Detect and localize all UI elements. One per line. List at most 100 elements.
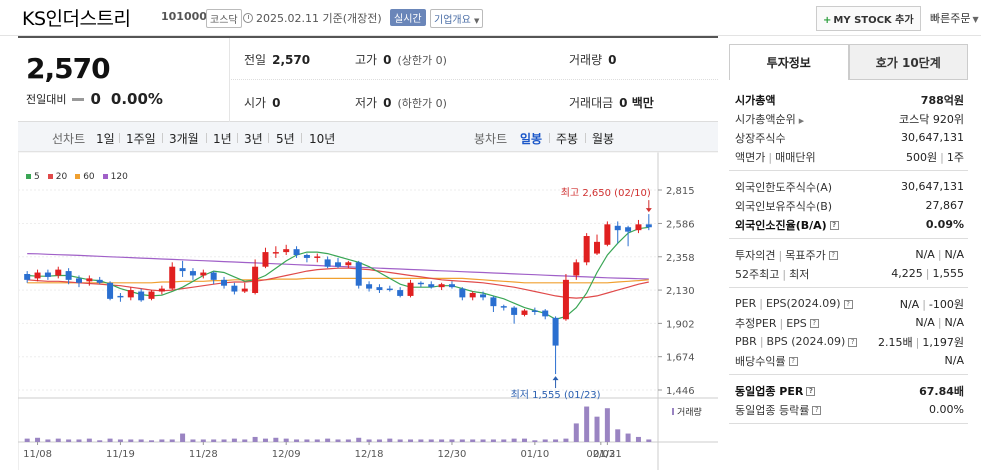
info-row: 52주최고 | 최저 4,225 | 1,555 [729, 264, 968, 283]
help-icon[interactable]: ? [788, 357, 798, 366]
volume-bar [128, 439, 134, 442]
opinion-value: N/A [915, 248, 935, 261]
candle-body [272, 252, 279, 254]
candle-body [573, 262, 580, 276]
info-row: 외국인한도주식수(A) 30,647,131 [729, 177, 968, 196]
candle-body [635, 224, 642, 231]
volume-bar [635, 436, 641, 442]
trade-value-value: 0 백만 [619, 96, 654, 110]
x-tick-label: 01/21 [593, 449, 622, 460]
candle-body [542, 310, 549, 317]
info-group-valuation: PER | EPS(2024.09)? N/A | -100원 추정PER | EPS? N… [729, 292, 968, 375]
candle-weekly[interactable]: 주봉 [556, 132, 579, 146]
candle-body [324, 259, 331, 267]
volume-bar [35, 437, 41, 442]
market-cap-label: 시가총액 [735, 93, 776, 107]
help-icon[interactable]: ? [843, 299, 853, 309]
realtime-button[interactable]: 실시간 [390, 9, 426, 26]
info-row: 동일업종 등락률? 0.00% [729, 400, 968, 419]
change-value: 0 [90, 90, 101, 108]
volume-bar [615, 429, 621, 442]
volume-bar [107, 438, 113, 442]
divider: | [937, 248, 942, 261]
volume-bar [418, 439, 424, 442]
help-icon[interactable]: ? [828, 251, 838, 260]
volume-bar [211, 439, 217, 442]
candle-monthly[interactable]: 월봉 [592, 132, 615, 146]
candle-body [65, 271, 72, 280]
divider: | [779, 316, 784, 330]
info-row: 추정PER | EPS? N/A | N/A [729, 313, 968, 332]
ma60-label: 60 [83, 172, 95, 182]
help-icon[interactable]: ? [829, 221, 839, 230]
volume-bar [335, 439, 341, 442]
divider [549, 133, 550, 143]
chevron-right-icon: ▶ [798, 116, 805, 125]
help-icon[interactable]: ? [809, 319, 819, 328]
volume-bar [521, 438, 527, 442]
candle-body [604, 224, 611, 245]
candle-body [594, 241, 601, 254]
company-overview-dropdown[interactable]: 기업개요 ▼ [430, 9, 484, 28]
est-eps-value: N/A [944, 316, 964, 329]
volume-bar [304, 439, 310, 442]
period-1w[interactable]: 1주일 [126, 132, 156, 146]
candle-body [500, 306, 507, 308]
volume-bar [449, 439, 455, 442]
flat-icon [72, 97, 85, 101]
x-tick-label: 11/19 [106, 449, 135, 460]
upper-limit: (상한가 0) [397, 54, 447, 67]
candle-body [75, 278, 82, 283]
period-3m[interactable]: 3개월 [169, 132, 199, 146]
volume-bar [366, 439, 372, 442]
help-icon[interactable]: ? [812, 406, 822, 415]
volume-bar [159, 439, 165, 442]
candle-body [428, 284, 435, 288]
period-10y[interactable]: 10년 [309, 132, 336, 146]
info-group-sector: 동일업종 PER? 67.84배 동일업종 등락률? 0.00% [729, 379, 968, 424]
face-value-label: 액면가 [735, 150, 766, 164]
help-icon[interactable]: ? [848, 337, 858, 347]
info-row: 외국인소진율(B/A)? 0.09% [729, 215, 968, 234]
foreign-rate-label: 외국인소진율(B/A) [735, 218, 827, 232]
help-icon[interactable]: ? [806, 387, 816, 396]
candle-body [169, 266, 176, 289]
divider [585, 133, 586, 143]
divider: | [759, 335, 764, 348]
info-row: 상장주식수 30,647,131 [729, 128, 968, 147]
foreign-limit-label: 외국인한도주식수(A) [735, 180, 833, 194]
x-tick-label: 12/18 [355, 449, 384, 460]
candle-daily[interactable]: 일봉 [520, 132, 543, 146]
market-cap-rank-link[interactable]: 시가총액순위 ▶ [735, 111, 804, 127]
candle-body [158, 288, 165, 292]
candle-body [200, 272, 207, 276]
clock-icon [243, 13, 253, 23]
period-3y[interactable]: 3년 [244, 132, 263, 146]
tab-orderbook[interactable]: 호가 10단계 [848, 44, 968, 80]
stock-chart[interactable]: 5 20 60 120 2,815 2,586 2,358 2,130 1,902 1,6… [17, 151, 718, 470]
period-1d[interactable]: 1일 [96, 132, 115, 146]
x-tick-label: 12/30 [438, 449, 467, 460]
period-1y[interactable]: 1년 [213, 132, 232, 146]
ma5-label: 5 [34, 172, 40, 182]
invest-tabs: 투자정보 호가 10단계 [729, 44, 968, 80]
info-group-foreign: 외국인한도주식수(A) 30,647,131 외국인보유주식수(B) 27,86… [729, 175, 968, 239]
volume-bar [490, 439, 496, 442]
change-rate: 0.00% [110, 90, 163, 108]
candle-body [138, 291, 145, 301]
listed-shares-value: 30,647,131 [901, 131, 964, 144]
divider: | [925, 267, 930, 280]
market-cap-value: 788억원 [920, 93, 964, 107]
candle-body [335, 262, 341, 267]
add-my-stock-button[interactable]: + MY STOCK 추가 [816, 6, 921, 31]
ma-legend-item: 5 [26, 172, 40, 182]
volume-bar [625, 433, 631, 442]
volume-bar [356, 437, 362, 442]
trade-value-stat: 거래대금 0 백만 [569, 94, 654, 111]
tab-invest-info[interactable]: 투자정보 [729, 44, 849, 80]
period-5y[interactable]: 5년 [276, 132, 295, 146]
chevron-down-icon: ▼ [972, 15, 979, 24]
stock-code: 101000 [161, 10, 207, 23]
week52-high-label: 52주최고 [735, 267, 780, 281]
quick-order-button[interactable]: 빠른주문 ▼ [930, 10, 979, 26]
